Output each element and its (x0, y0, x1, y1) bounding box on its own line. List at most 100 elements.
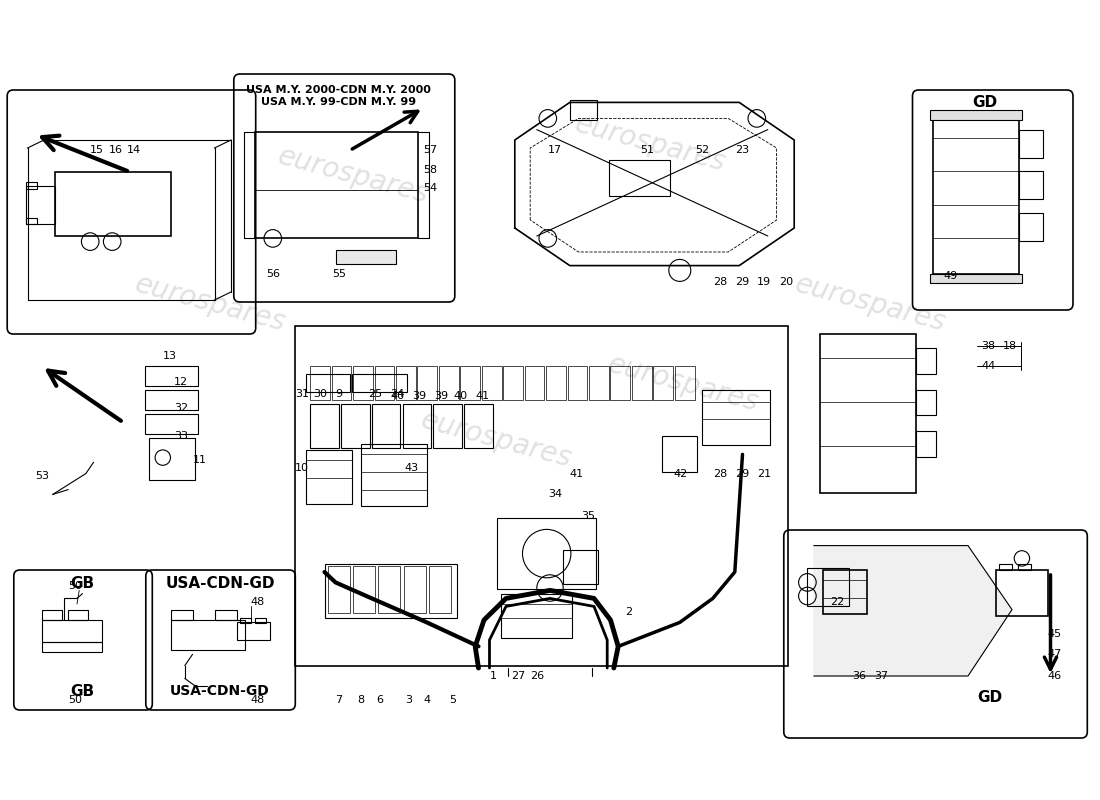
Text: 43: 43 (405, 463, 419, 473)
Text: 11: 11 (192, 455, 207, 465)
Bar (352, 374, 407, 392)
Bar (145, 390, 198, 410)
Bar (240, 618, 251, 623)
Text: eurospares: eurospares (275, 142, 432, 210)
Bar (916, 348, 936, 374)
Bar (590, 366, 608, 400)
Text: GD: GD (978, 690, 1002, 705)
Text: 48: 48 (251, 597, 265, 606)
Text: USA-CDN-GD: USA-CDN-GD (170, 684, 270, 698)
Bar (145, 414, 198, 434)
Bar (148, 438, 195, 480)
Text: 41: 41 (475, 391, 490, 401)
Bar (674, 366, 694, 400)
Bar (525, 366, 544, 400)
Text: 49: 49 (944, 271, 958, 281)
Bar (236, 622, 270, 640)
Text: 40: 40 (453, 391, 468, 401)
Text: 30: 30 (314, 389, 328, 398)
Bar (336, 250, 396, 264)
Polygon shape (814, 546, 1012, 676)
Text: 41: 41 (570, 469, 584, 478)
Bar (417, 366, 437, 400)
Bar (403, 404, 431, 448)
Text: 32: 32 (174, 403, 188, 413)
Bar (26, 186, 55, 224)
Text: 29: 29 (735, 469, 749, 478)
Text: eurospares: eurospares (572, 110, 729, 178)
Bar (702, 390, 770, 445)
Text: 19: 19 (757, 277, 771, 286)
Text: 28: 28 (713, 469, 727, 478)
Text: 23: 23 (735, 146, 749, 155)
Text: 50: 50 (68, 695, 82, 705)
Bar (306, 374, 350, 392)
Text: 47: 47 (1047, 650, 1062, 659)
Text: 29: 29 (735, 277, 749, 286)
Text: 16: 16 (109, 146, 123, 155)
Bar (374, 366, 394, 400)
Bar (295, 326, 788, 666)
Bar (372, 404, 400, 448)
Bar (996, 570, 1048, 616)
Text: 8: 8 (358, 695, 364, 705)
Bar (310, 404, 339, 448)
Bar (563, 550, 598, 584)
Text: USA M.Y. 99-CDN M.Y. 99: USA M.Y. 99-CDN M.Y. 99 (261, 98, 417, 107)
Text: 10: 10 (295, 463, 309, 473)
Bar (26, 182, 37, 189)
Bar (570, 100, 597, 120)
Text: 42: 42 (673, 469, 688, 478)
Text: GB: GB (70, 577, 95, 591)
Bar (429, 566, 451, 613)
Text: 39: 39 (412, 391, 427, 401)
Bar (396, 366, 416, 400)
Bar (170, 620, 245, 650)
Bar (306, 450, 352, 504)
Bar (807, 568, 849, 606)
Text: 57: 57 (424, 146, 438, 155)
Text: 4: 4 (424, 695, 430, 705)
Bar (324, 564, 456, 618)
Bar (820, 334, 916, 493)
Text: 58: 58 (424, 165, 438, 174)
Bar (255, 132, 418, 238)
Bar (42, 642, 102, 652)
Text: 51: 51 (640, 146, 654, 155)
Text: GD: GD (972, 95, 997, 110)
Bar (310, 366, 330, 400)
Text: 44: 44 (981, 362, 996, 371)
Text: 33: 33 (174, 431, 188, 441)
Text: 26: 26 (530, 671, 544, 681)
Bar (933, 116, 1019, 274)
Text: 36: 36 (852, 671, 867, 681)
Bar (546, 366, 565, 400)
Bar (214, 610, 236, 620)
Bar (497, 518, 596, 589)
Text: 20: 20 (779, 277, 793, 286)
Bar (55, 172, 170, 236)
Text: 1: 1 (490, 671, 496, 681)
Text: 52: 52 (695, 146, 710, 155)
Bar (145, 366, 198, 386)
Bar (433, 404, 462, 448)
Text: 56: 56 (266, 269, 280, 278)
Bar (353, 566, 375, 613)
Bar (662, 436, 697, 472)
Text: 39: 39 (434, 391, 449, 401)
Text: 55: 55 (332, 269, 346, 278)
Text: 13: 13 (163, 351, 177, 361)
Bar (482, 366, 502, 400)
Text: eurospares: eurospares (132, 270, 289, 338)
Bar (653, 366, 673, 400)
Text: 14: 14 (126, 146, 141, 155)
Bar (916, 390, 936, 415)
Text: 37: 37 (874, 671, 889, 681)
Text: eurospares: eurospares (605, 350, 762, 418)
Text: 12: 12 (174, 378, 188, 387)
Bar (1019, 213, 1043, 241)
Text: 3: 3 (405, 695, 411, 705)
Bar (823, 570, 867, 614)
Bar (568, 366, 587, 400)
Text: 54: 54 (424, 183, 438, 193)
